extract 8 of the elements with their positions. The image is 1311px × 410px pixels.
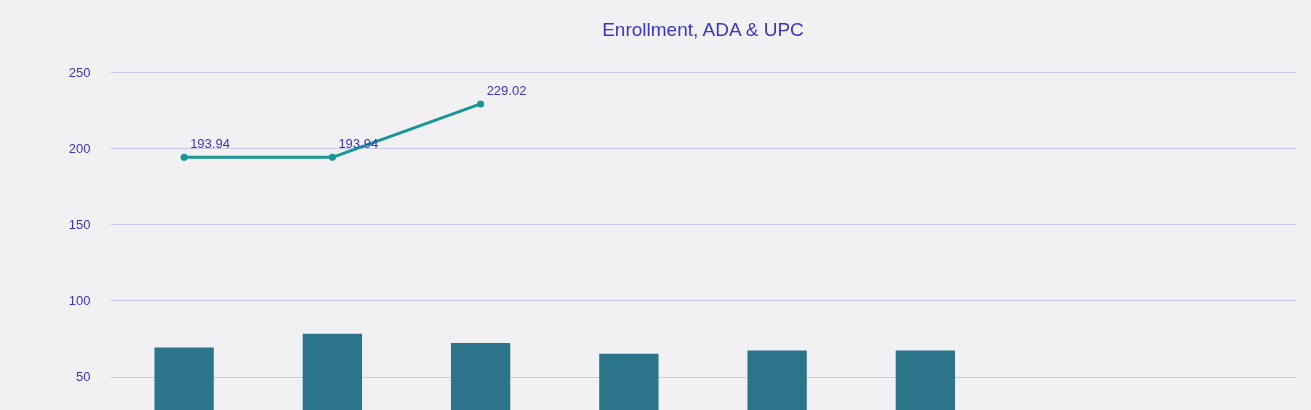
y-tick-label: 100	[68, 292, 91, 308]
data-label: 229.02	[486, 82, 527, 98]
y-tick-label: 250	[68, 64, 91, 80]
data-label: 193.94	[190, 136, 230, 152]
y-tick-label: 50	[76, 369, 91, 384]
y-tick-label: 150	[68, 216, 91, 232]
y-tick-label: 200	[68, 140, 91, 156]
chart-title: Enrollment, ADA & UPC	[602, 19, 804, 40]
